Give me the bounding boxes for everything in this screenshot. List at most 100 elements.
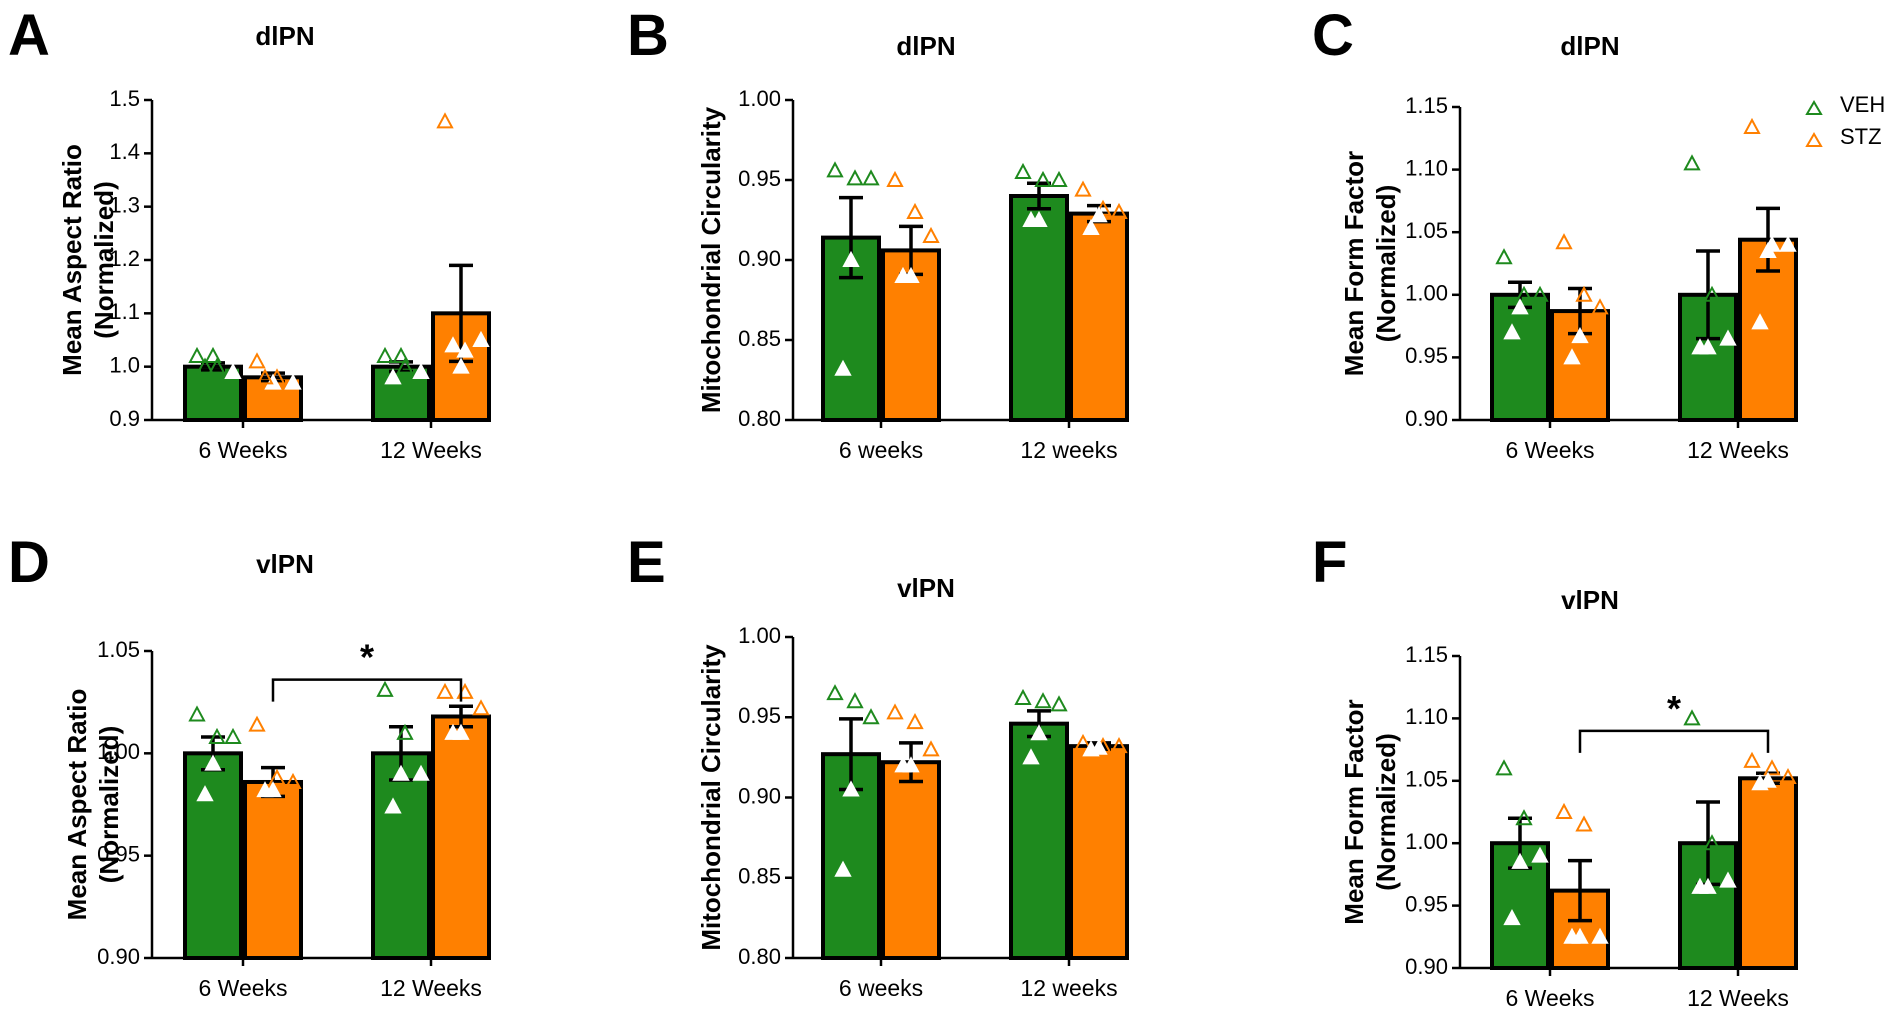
x-tick-label: 6 Weeks bbox=[1505, 985, 1594, 1011]
panel-letter: A bbox=[8, 3, 50, 68]
data-point-stz bbox=[1110, 202, 1128, 219]
data-point-veh bbox=[376, 680, 394, 697]
data-point-veh bbox=[208, 727, 226, 744]
y-axis-label: Mean Aspect Ratio(Normalized) bbox=[62, 689, 124, 921]
bar-stz-0 bbox=[881, 760, 941, 960]
y-axis-label-line: Mean Form Factor bbox=[1339, 151, 1369, 376]
data-point-stz bbox=[284, 373, 302, 390]
data-point-veh bbox=[376, 346, 394, 363]
panel-title: dlPN bbox=[896, 31, 955, 61]
data-point-veh bbox=[1014, 162, 1032, 179]
y-tick-label: 0.90 bbox=[738, 783, 781, 808]
legend-veh-marker bbox=[1805, 100, 1823, 115]
y-tick-label: 1.05 bbox=[97, 637, 140, 662]
y-tick-label: 1.3 bbox=[109, 192, 140, 217]
y-axis-label-line: Mitochondrial Circularity bbox=[696, 106, 726, 413]
data-point-veh bbox=[846, 692, 864, 709]
panel-letter: E bbox=[627, 530, 666, 595]
data-point-stz bbox=[894, 756, 912, 773]
y-tick-label: 0.90 bbox=[97, 944, 140, 969]
y-axis-label-line: (Normalized) bbox=[1371, 733, 1401, 890]
data-point-stz bbox=[1563, 348, 1581, 365]
y-axis-label: Mitochondrial Circularity bbox=[696, 644, 726, 951]
data-point-stz bbox=[1082, 218, 1100, 235]
y-tick-label: 0.9 bbox=[109, 406, 140, 431]
data-point-stz bbox=[1575, 285, 1593, 302]
data-point-stz bbox=[1074, 733, 1092, 750]
data-point-veh bbox=[208, 357, 226, 374]
data-point-veh bbox=[1511, 852, 1529, 869]
y-axis-label-line: Mitochondrial Circularity bbox=[696, 644, 726, 951]
data-point-stz bbox=[1555, 233, 1573, 250]
data-point-stz bbox=[886, 170, 904, 187]
data-point-veh bbox=[396, 357, 414, 374]
x-tick-label: 6 Weeks bbox=[198, 437, 287, 463]
data-point-veh bbox=[392, 764, 410, 781]
data-point-stz bbox=[1110, 737, 1128, 754]
panel-title: vlPN bbox=[897, 573, 955, 603]
x-tick-label: 12 Weeks bbox=[380, 437, 482, 463]
bar-veh-1 bbox=[1009, 721, 1069, 960]
data-point-stz bbox=[1779, 767, 1797, 785]
data-point-veh bbox=[384, 797, 402, 814]
x-tick-label: 6 weeks bbox=[839, 975, 923, 1001]
data-point-veh bbox=[842, 780, 860, 797]
data-point-stz bbox=[444, 723, 462, 740]
data-point-stz bbox=[1082, 740, 1100, 757]
y-tick-label: 1.0 bbox=[109, 352, 140, 377]
data-point-veh bbox=[1495, 248, 1513, 265]
data-point-veh bbox=[1034, 170, 1052, 187]
y-axis-label-line: (Normalized) bbox=[94, 726, 124, 883]
data-point-stz bbox=[436, 682, 454, 699]
data-point-veh bbox=[1503, 908, 1521, 926]
bar-stz-1 bbox=[1069, 211, 1129, 422]
data-point-veh bbox=[862, 708, 880, 725]
data-point-veh bbox=[1703, 285, 1721, 302]
legend-item-veh: VEH bbox=[1805, 92, 1885, 117]
data-point-veh bbox=[1683, 709, 1701, 726]
data-point-veh bbox=[1034, 692, 1052, 709]
data-point-stz bbox=[256, 781, 274, 798]
data-point-veh bbox=[834, 359, 852, 376]
data-point-veh bbox=[1495, 759, 1513, 776]
y-tick-label: 1.05 bbox=[1405, 218, 1448, 243]
y-tick-label: 0.80 bbox=[738, 406, 781, 431]
data-point-veh bbox=[384, 368, 402, 385]
y-tick-label: 0.95 bbox=[1405, 343, 1448, 368]
y-axis-label-line: Mean Form Factor bbox=[1339, 699, 1369, 924]
data-point-veh bbox=[1719, 871, 1737, 888]
data-point-veh bbox=[412, 362, 430, 379]
y-tick-label: 1.15 bbox=[1405, 93, 1448, 118]
y-axis-label: Mean Aspect Ratio(Normalized) bbox=[57, 144, 119, 376]
panel-title: vlPN bbox=[256, 549, 314, 579]
y-tick-label: 0.90 bbox=[738, 246, 781, 271]
y-axis-label: Mitochondrial Circularity bbox=[696, 106, 726, 413]
data-point-veh bbox=[1703, 834, 1721, 851]
data-point-veh bbox=[826, 684, 844, 701]
y-tick-label: 1.00 bbox=[738, 86, 781, 111]
bar-veh-1 bbox=[371, 751, 431, 960]
y-tick-label: 1.4 bbox=[109, 139, 140, 164]
x-tick-label: 12 Weeks bbox=[1687, 985, 1789, 1011]
data-point-stz bbox=[1591, 298, 1609, 315]
data-point-stz bbox=[1074, 180, 1092, 197]
data-point-veh bbox=[1022, 210, 1040, 227]
panel-title: dlPN bbox=[255, 21, 314, 51]
y-tick-label: 0.80 bbox=[738, 944, 781, 969]
data-point-stz bbox=[1090, 206, 1108, 223]
data-point-stz bbox=[1571, 327, 1589, 344]
y-axis-label-line: Mean Aspect Ratio bbox=[62, 689, 92, 921]
y-tick-label: 0.85 bbox=[738, 864, 781, 889]
data-point-stz bbox=[456, 341, 474, 358]
data-point-stz bbox=[1779, 235, 1797, 252]
panel-letter: F bbox=[1312, 530, 1347, 595]
y-tick-label: 1.00 bbox=[1405, 829, 1448, 854]
data-point-veh bbox=[1683, 154, 1701, 171]
data-point-stz bbox=[1751, 774, 1769, 791]
data-point-stz bbox=[436, 112, 454, 129]
y-tick-label: 0.95 bbox=[738, 703, 781, 728]
data-point-veh bbox=[224, 362, 242, 379]
